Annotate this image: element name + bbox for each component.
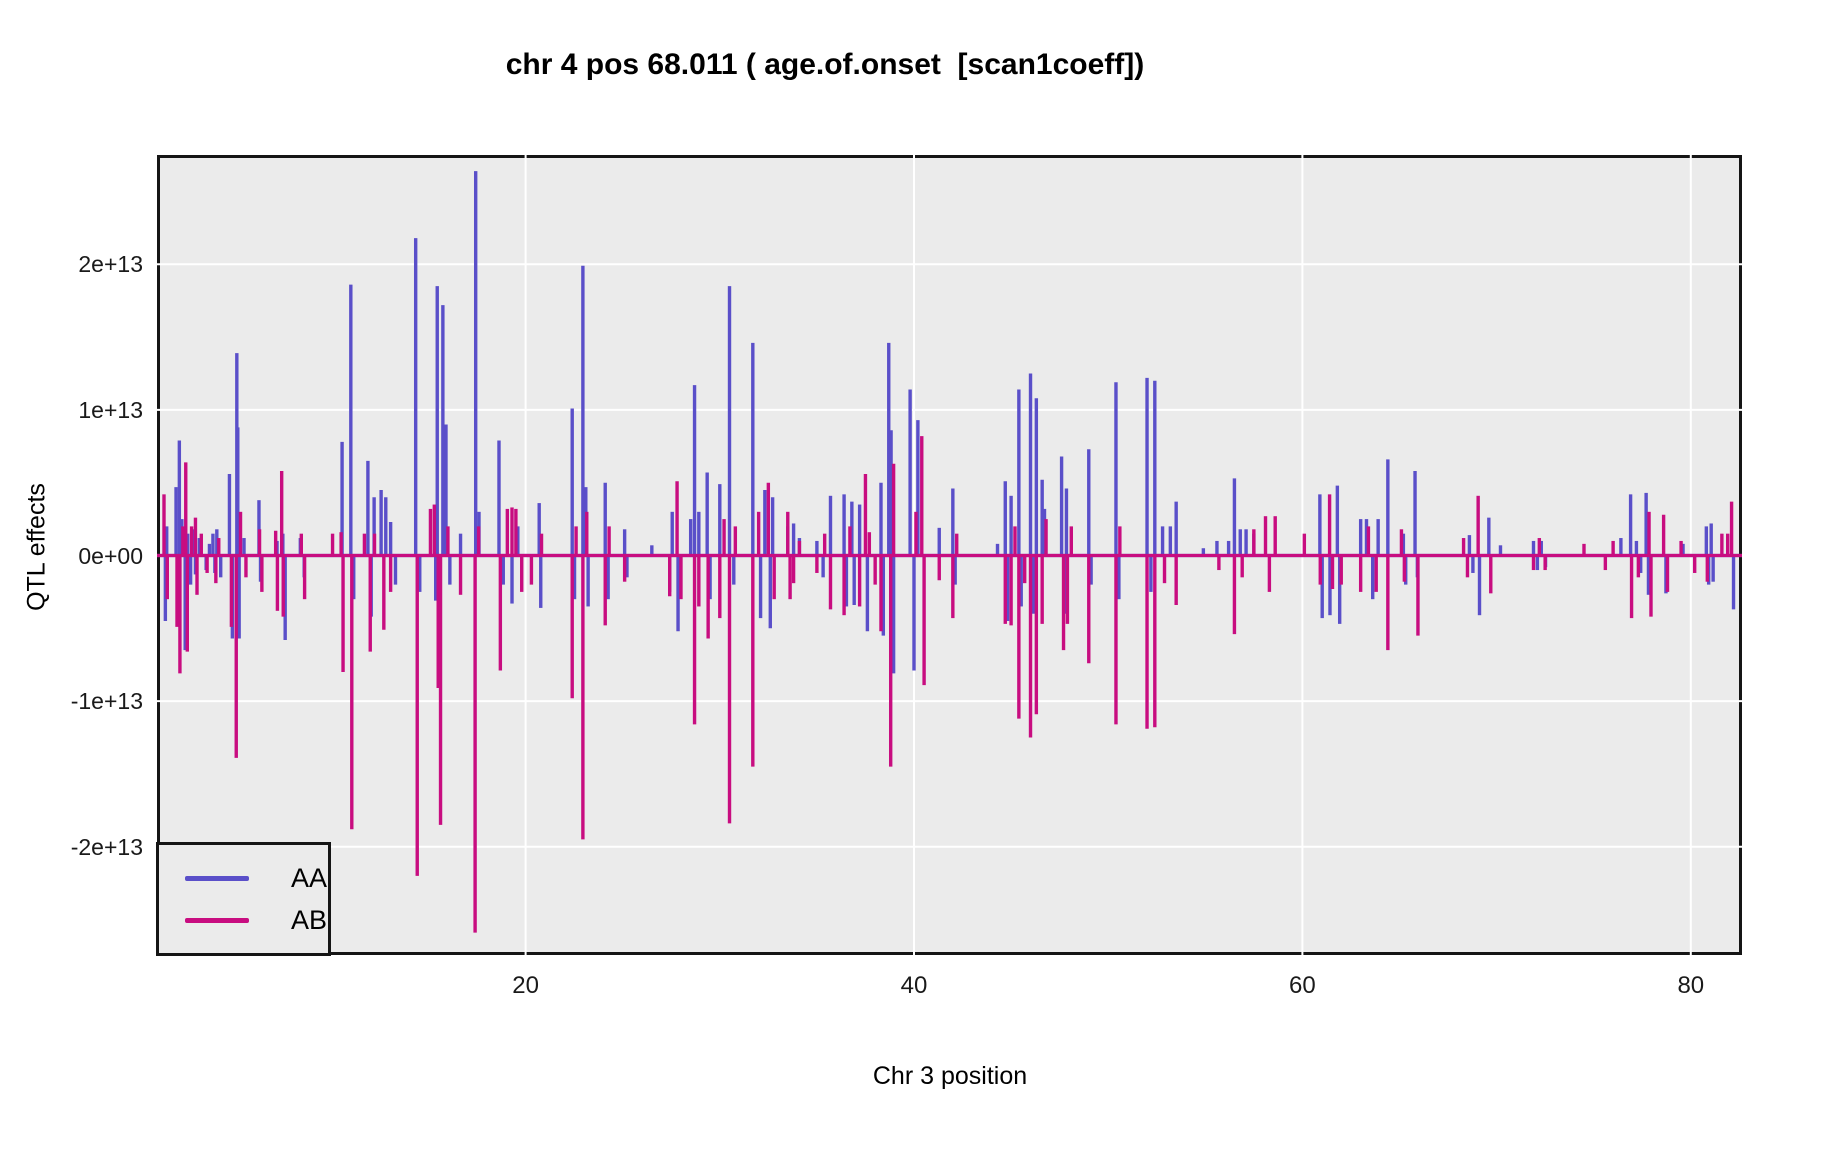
y-tick-label: 0e+00 [78, 542, 143, 569]
legend-label: AA [291, 862, 328, 893]
x-axis-label: Chr 3 position [872, 1062, 1028, 1090]
series-ab-line [157, 436, 1742, 933]
y-tick-label: 2e+13 [78, 251, 143, 278]
x-tick-label: 80 [1677, 972, 1705, 999]
plot-panel [157, 155, 1742, 955]
x-tick-label: 20 [512, 972, 539, 999]
qtl-effects-chart [157, 155, 1742, 955]
x-tick-label: 40 [900, 972, 928, 999]
legend-line-swatch [185, 875, 249, 881]
x-tick-label: 60 [1289, 972, 1316, 999]
legend: AA AB [156, 842, 331, 956]
legend-entry-ab: AB [159, 904, 328, 936]
series-aa-line [157, 171, 1742, 674]
y-tick-label: -1e+13 [70, 688, 143, 715]
chart-title: chr 4 pos 68.011 ( age.of.onset [scan1co… [505, 48, 1145, 81]
y-tick-label: -2e+13 [70, 833, 143, 860]
legend-label: AB [291, 904, 328, 935]
legend-line-swatch [185, 917, 249, 923]
y-tick-label: 1e+13 [78, 396, 143, 423]
legend-entry-aa: AA [159, 862, 328, 894]
